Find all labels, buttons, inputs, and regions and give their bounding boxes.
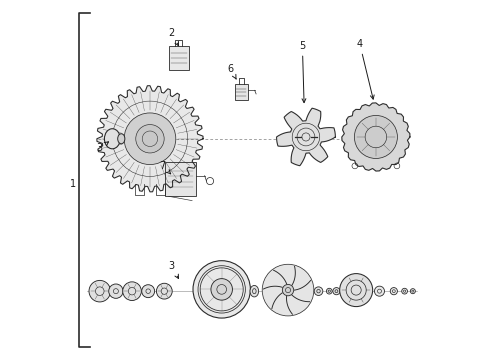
Bar <box>235 84 248 100</box>
Polygon shape <box>97 86 203 192</box>
Circle shape <box>193 261 250 318</box>
Circle shape <box>89 280 111 302</box>
Circle shape <box>282 284 294 296</box>
Text: 7: 7 <box>159 161 171 174</box>
Circle shape <box>314 287 323 296</box>
Circle shape <box>333 288 340 295</box>
Circle shape <box>109 284 123 298</box>
Polygon shape <box>276 108 335 166</box>
Text: 2: 2 <box>169 28 178 46</box>
Circle shape <box>124 113 176 165</box>
Polygon shape <box>342 103 410 171</box>
Text: 4: 4 <box>357 39 374 99</box>
Text: 3: 3 <box>97 142 108 153</box>
Circle shape <box>340 274 373 307</box>
Circle shape <box>211 279 232 300</box>
Text: 6: 6 <box>227 64 236 79</box>
Text: 1: 1 <box>70 179 76 189</box>
Ellipse shape <box>118 134 125 144</box>
Ellipse shape <box>250 285 259 297</box>
Circle shape <box>374 286 385 296</box>
Circle shape <box>390 288 397 295</box>
Circle shape <box>136 125 164 153</box>
Circle shape <box>122 282 141 301</box>
Circle shape <box>142 285 155 298</box>
Circle shape <box>410 289 416 294</box>
Bar <box>169 46 189 70</box>
Circle shape <box>262 264 314 316</box>
Text: 3: 3 <box>169 261 178 279</box>
Circle shape <box>156 283 172 299</box>
Circle shape <box>354 116 397 158</box>
Ellipse shape <box>104 129 120 149</box>
Circle shape <box>402 288 408 294</box>
Circle shape <box>326 288 332 294</box>
Text: 5: 5 <box>299 41 306 103</box>
Bar <box>165 162 196 196</box>
